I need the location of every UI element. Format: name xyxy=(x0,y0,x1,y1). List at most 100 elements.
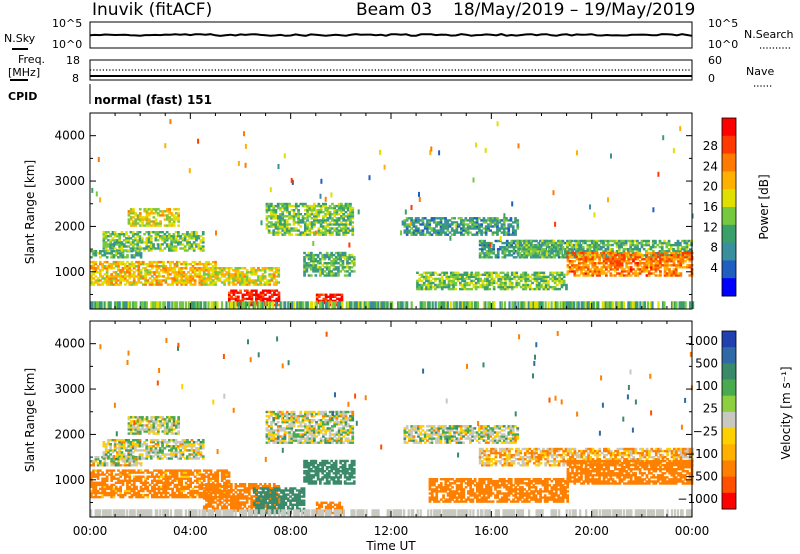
data-cell xyxy=(340,217,343,220)
ground-scatter-cell xyxy=(207,301,210,309)
data-cell xyxy=(225,279,229,282)
noise-cell xyxy=(113,242,116,248)
data-cell xyxy=(506,273,510,276)
data-cell xyxy=(410,231,413,234)
data-cell xyxy=(501,256,505,259)
data-cell xyxy=(310,260,313,263)
data-cell xyxy=(268,291,272,294)
data-cell xyxy=(471,227,474,230)
data-cell xyxy=(609,248,612,251)
data-cell xyxy=(403,223,407,226)
data-cell xyxy=(314,260,318,263)
data-cell xyxy=(473,225,477,228)
data-cell xyxy=(586,258,590,261)
data-cell xyxy=(279,206,282,210)
data-cell xyxy=(207,260,211,264)
data-cell xyxy=(575,241,578,245)
data-cell xyxy=(111,243,115,246)
data-cell xyxy=(502,219,506,222)
data-cell xyxy=(575,255,579,259)
ground-scatter-cell xyxy=(269,301,272,309)
data-cell xyxy=(310,253,313,257)
data-cell xyxy=(344,219,348,222)
data-cell xyxy=(597,248,601,251)
data-cell xyxy=(454,287,458,291)
data-cell xyxy=(137,271,141,274)
data-cell xyxy=(166,273,170,276)
data-cell xyxy=(315,204,318,208)
data-cell xyxy=(566,266,570,269)
data-cell xyxy=(503,252,507,255)
data-cell xyxy=(627,248,630,251)
data-cell xyxy=(146,262,150,266)
data-cell xyxy=(198,271,202,274)
data-cell xyxy=(633,239,637,243)
data-cell xyxy=(140,239,144,242)
data-cell xyxy=(274,213,278,216)
data-cell xyxy=(234,295,238,298)
ground-scatter-cell xyxy=(225,301,228,309)
data-cell xyxy=(184,260,188,264)
data-cell xyxy=(315,297,319,301)
data-cell xyxy=(172,239,176,242)
data-cell xyxy=(192,453,196,456)
data-cell xyxy=(516,239,520,243)
data-cell xyxy=(166,210,169,213)
data-cell xyxy=(317,233,321,236)
data-cell xyxy=(168,445,171,448)
data-cell xyxy=(511,233,515,236)
data-cell xyxy=(230,297,233,301)
data-cell xyxy=(179,441,182,444)
data-cell xyxy=(160,269,163,272)
data-cell xyxy=(130,460,134,463)
ground-scatter-cell xyxy=(597,301,600,309)
data-cell xyxy=(227,275,231,278)
data-cell xyxy=(283,202,287,206)
data-cell xyxy=(145,237,149,240)
data-cell xyxy=(550,239,553,243)
data-cell xyxy=(107,249,110,252)
data-cell xyxy=(331,231,334,234)
data-cell xyxy=(227,273,231,276)
data-cell xyxy=(538,283,541,287)
data-cell xyxy=(520,254,524,257)
data-cell xyxy=(337,229,341,232)
data-cell xyxy=(273,299,276,303)
data-cell xyxy=(430,217,434,220)
data-cell xyxy=(116,249,119,252)
data-cell xyxy=(182,281,186,284)
data-cell xyxy=(149,439,153,442)
data-cell xyxy=(494,239,498,243)
data-cell xyxy=(223,269,226,272)
data-cell xyxy=(137,269,141,272)
data-cell xyxy=(272,217,276,220)
data-cell xyxy=(527,243,531,247)
data-cell xyxy=(414,221,418,224)
data-cell xyxy=(331,213,334,216)
data-cell xyxy=(498,221,502,224)
data-cell xyxy=(123,275,127,278)
data-cell xyxy=(144,269,147,272)
data-cell xyxy=(412,219,416,222)
data-cell xyxy=(499,281,503,285)
data-cell xyxy=(534,248,538,251)
data-cell xyxy=(514,233,517,236)
data-cell xyxy=(92,260,95,264)
data-cell xyxy=(99,260,102,264)
data-cell xyxy=(313,217,316,220)
data-cell xyxy=(92,265,95,268)
data-cell xyxy=(504,283,507,287)
data-cell xyxy=(245,273,249,276)
data-cell xyxy=(333,295,337,298)
data-cell xyxy=(272,209,276,212)
data-cell xyxy=(645,258,649,261)
data-cell xyxy=(92,273,95,276)
ground-scatter-cell xyxy=(220,301,224,309)
data-cell xyxy=(470,281,473,285)
data-cell xyxy=(111,237,115,240)
data-cell xyxy=(522,271,525,274)
data-cell xyxy=(618,253,622,257)
data-cell xyxy=(588,254,592,257)
data-cell xyxy=(460,233,463,236)
data-cell xyxy=(283,215,287,218)
